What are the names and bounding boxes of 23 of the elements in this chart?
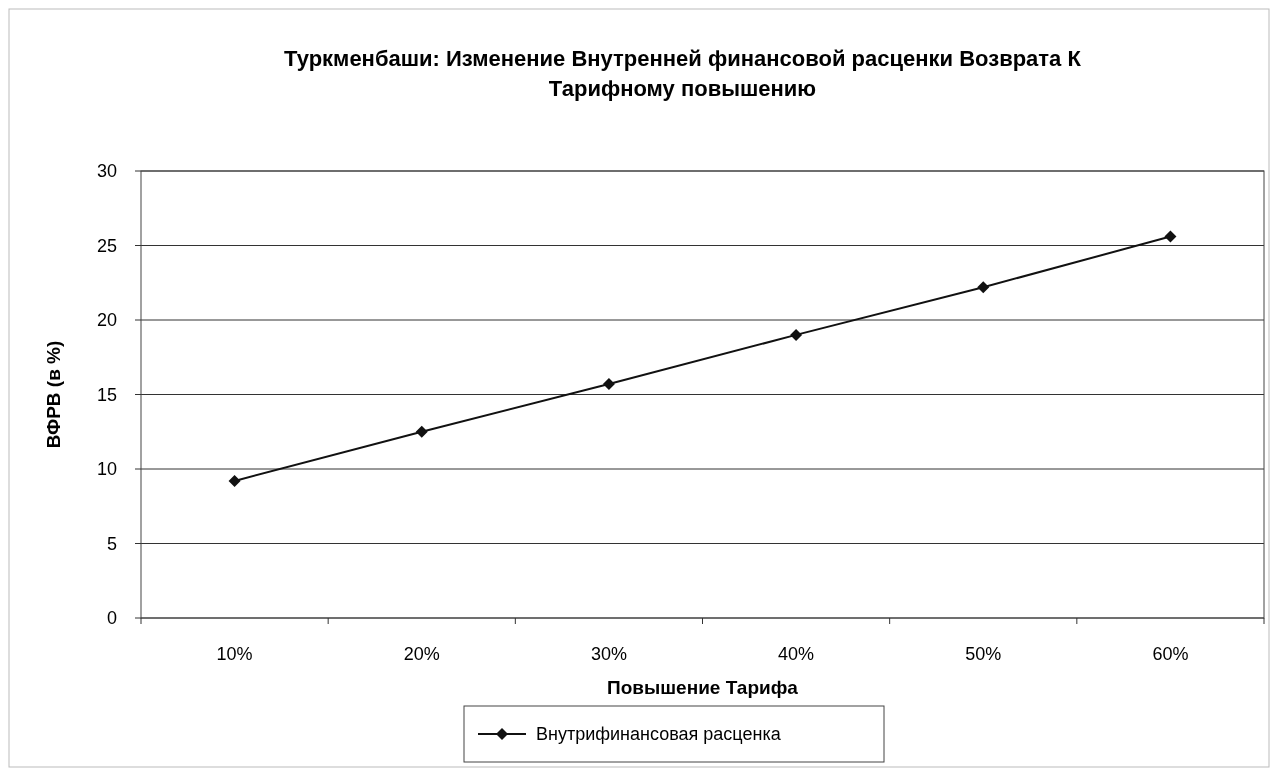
x-tick-label: 30% (590, 644, 627, 664)
legend-label: Внутрифинансовая расценка (536, 724, 782, 745)
y-axis-title: ВФРВ (в %) (43, 340, 64, 449)
point (415, 425, 428, 438)
point (602, 378, 615, 391)
point (977, 281, 990, 294)
x-tick-label: 10% (216, 644, 253, 664)
point (1164, 230, 1177, 243)
y-tick-label: 25 (96, 235, 117, 256)
y-tick-label: 15 (96, 384, 117, 405)
x-tick-label: 60% (1152, 644, 1189, 664)
y-tick-label: 0 (106, 608, 117, 629)
point (790, 328, 803, 341)
y-tick-label: 30 (96, 161, 117, 182)
x-tick-label: 20% (403, 644, 440, 664)
chart-title: Туркменбаши: Изменение Внутренней финансовой расценки Возврата К Тарифному повышению (284, 46, 1082, 101)
x-tick-label: 50% (965, 644, 1002, 664)
x-tick-label: 40% (778, 644, 815, 664)
y-tick-label: 5 (106, 533, 117, 554)
point (228, 474, 241, 487)
x-axis-title: Повышение Тарифа (607, 677, 799, 698)
y-tick-label: 20 (96, 310, 117, 331)
y-tick-label: 10 (96, 459, 117, 480)
